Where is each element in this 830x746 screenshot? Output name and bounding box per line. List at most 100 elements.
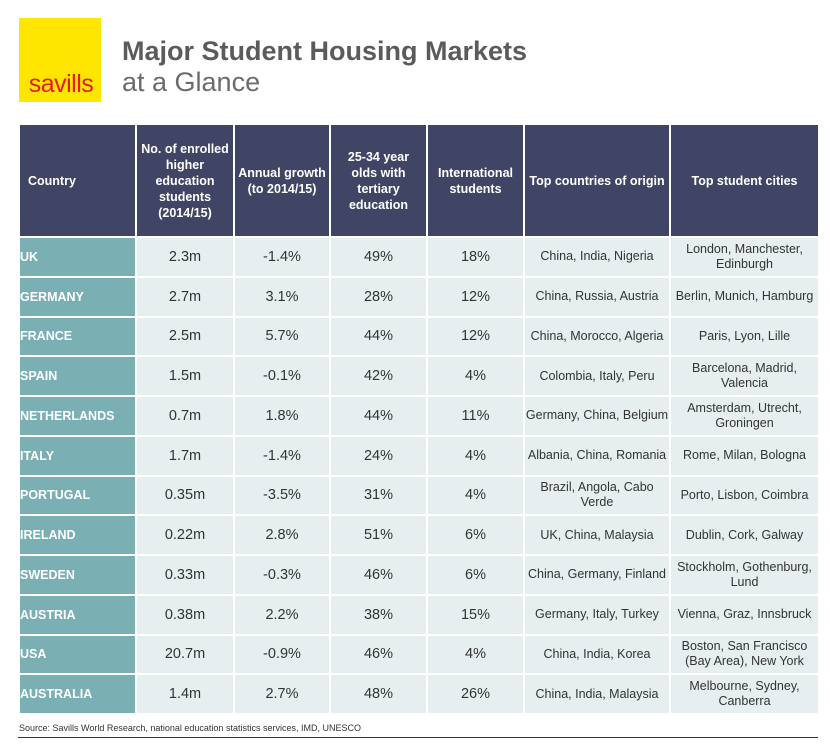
international-cell: 6% bbox=[426, 554, 525, 596]
enrolled-cell: 1.7m bbox=[135, 434, 235, 477]
table-header-row: Country No. of enrolled higher education… bbox=[18, 123, 820, 238]
table-row: SPAIN 1.5m -0.1% 42% 4% Colombia, Italy,… bbox=[18, 355, 820, 397]
table-row: GERMANY 2.7m 3.1% 28% 12% China, Russia,… bbox=[18, 275, 820, 318]
cities-cell: Vienna, Graz, Innsbruck bbox=[669, 593, 820, 636]
tertiary-cell: 38% bbox=[329, 593, 428, 636]
growth-cell: -3.5% bbox=[233, 474, 331, 517]
source-note: Source: Savills World Research, national… bbox=[19, 723, 361, 733]
country-cell: ITALY bbox=[18, 434, 137, 477]
table-row: UK 2.3m -1.4% 49% 18% China, India, Nige… bbox=[18, 236, 820, 278]
country-cell: SWEDEN bbox=[18, 554, 137, 596]
international-cell: 6% bbox=[426, 514, 525, 556]
tertiary-cell: 49% bbox=[329, 236, 428, 278]
cities-cell: Dublin, Cork, Galway bbox=[669, 514, 820, 556]
growth-cell: 1.8% bbox=[233, 395, 331, 437]
tertiary-cell: 44% bbox=[329, 315, 428, 358]
table-row: AUSTRIA 0.38m 2.2% 38% 15% Germany, Ital… bbox=[18, 593, 820, 636]
country-cell: IRELAND bbox=[18, 514, 137, 556]
origin-cell: China, India, Nigeria bbox=[523, 236, 671, 278]
growth-cell: 3.1% bbox=[233, 275, 331, 318]
table-row: ITALY 1.7m -1.4% 24% 4% Albania, China, … bbox=[18, 434, 820, 477]
cities-cell: Amsterdam, Utrecht, Groningen bbox=[669, 395, 820, 437]
footer-divider bbox=[18, 737, 818, 738]
enrolled-cell: 0.7m bbox=[135, 395, 235, 437]
country-cell: FRANCE bbox=[18, 315, 137, 358]
international-cell: 12% bbox=[426, 275, 525, 318]
tertiary-cell: 42% bbox=[329, 355, 428, 397]
growth-cell: -1.4% bbox=[233, 434, 331, 477]
enrolled-cell: 0.35m bbox=[135, 474, 235, 517]
header-top-countries-origin: Top countries of origin bbox=[523, 123, 671, 238]
cities-cell: Melbourne, Sydney, Canberra bbox=[669, 673, 820, 715]
cities-cell: Boston, San Francisco (Bay Area), New Yo… bbox=[669, 633, 820, 676]
origin-cell: Germany, China, Belgium bbox=[523, 395, 671, 437]
international-cell: 4% bbox=[426, 434, 525, 477]
growth-cell: 2.7% bbox=[233, 673, 331, 715]
page-subtitle: at a Glance bbox=[122, 67, 261, 97]
international-cell: 26% bbox=[426, 673, 525, 715]
international-cell: 4% bbox=[426, 355, 525, 397]
international-cell: 11% bbox=[426, 395, 525, 437]
tertiary-cell: 48% bbox=[329, 673, 428, 715]
tertiary-cell: 46% bbox=[329, 633, 428, 676]
cities-cell: Rome, Milan, Bologna bbox=[669, 434, 820, 477]
international-cell: 15% bbox=[426, 593, 525, 636]
growth-cell: -0.3% bbox=[233, 554, 331, 596]
growth-cell: 5.7% bbox=[233, 315, 331, 358]
tertiary-cell: 24% bbox=[329, 434, 428, 477]
enrolled-cell: 0.38m bbox=[135, 593, 235, 636]
table-row: NETHERLANDS 0.7m 1.8% 44% 11% Germany, C… bbox=[18, 395, 820, 437]
origin-cell: Brazil, Angola, Cabo Verde bbox=[523, 474, 671, 517]
header-annual-growth: Annual growth (to 2014/15) bbox=[233, 123, 331, 238]
origin-cell: China, Morocco, Algeria bbox=[523, 315, 671, 358]
country-cell: AUSTRALIA bbox=[18, 673, 137, 715]
country-cell: GERMANY bbox=[18, 275, 137, 318]
cities-cell: Paris, Lyon, Lille bbox=[669, 315, 820, 358]
origin-cell: China, Germany, Finland bbox=[523, 554, 671, 596]
enrolled-cell: 2.7m bbox=[135, 275, 235, 318]
table-row: USA 20.7m -0.9% 46% 4% China, India, Kor… bbox=[18, 633, 820, 676]
page-title: Major Student Housing Markets bbox=[122, 36, 528, 66]
enrolled-cell: 2.5m bbox=[135, 315, 235, 358]
savills-logo: savills bbox=[19, 18, 101, 102]
growth-cell: -0.9% bbox=[233, 633, 331, 676]
international-cell: 4% bbox=[426, 633, 525, 676]
cities-cell: London, Manchester, Edinburgh bbox=[669, 236, 820, 278]
tertiary-cell: 31% bbox=[329, 474, 428, 517]
cities-cell: Porto, Lisbon, Coimbra bbox=[669, 474, 820, 517]
tertiary-cell: 51% bbox=[329, 514, 428, 556]
tertiary-cell: 44% bbox=[329, 395, 428, 437]
table-row: SWEDEN 0.33m -0.3% 46% 6% China, Germany… bbox=[18, 554, 820, 596]
header-top-student-cities: Top student cities bbox=[669, 123, 820, 238]
header-tertiary-education: 25-34 year olds with tertiary education bbox=[329, 123, 428, 238]
tertiary-cell: 46% bbox=[329, 554, 428, 596]
cities-cell: Berlin, Munich, Hamburg bbox=[669, 275, 820, 318]
country-cell: NETHERLANDS bbox=[18, 395, 137, 437]
header-international-students: International students bbox=[426, 123, 525, 238]
growth-cell: 2.8% bbox=[233, 514, 331, 556]
header-enrolled-students: No. of enrolled higher education student… bbox=[135, 123, 235, 238]
origin-cell: UK, China, Malaysia bbox=[523, 514, 671, 556]
logo-text: savills bbox=[28, 70, 94, 98]
growth-cell: 2.2% bbox=[233, 593, 331, 636]
header-country: Country bbox=[18, 123, 137, 238]
international-cell: 12% bbox=[426, 315, 525, 358]
enrolled-cell: 0.22m bbox=[135, 514, 235, 556]
student-housing-table: Country No. of enrolled higher education… bbox=[18, 123, 820, 715]
international-cell: 4% bbox=[426, 474, 525, 517]
country-cell: SPAIN bbox=[18, 355, 137, 397]
country-cell: UK bbox=[18, 236, 137, 278]
cities-cell: Stockholm, Gothenburg, Lund bbox=[669, 554, 820, 596]
enrolled-cell: 2.3m bbox=[135, 236, 235, 278]
origin-cell: China, India, Korea bbox=[523, 633, 671, 676]
table-row: FRANCE 2.5m 5.7% 44% 12% China, Morocco,… bbox=[18, 315, 820, 358]
tertiary-cell: 28% bbox=[329, 275, 428, 318]
cities-cell: Barcelona, Madrid, Valencia bbox=[669, 355, 820, 397]
enrolled-cell: 1.4m bbox=[135, 673, 235, 715]
table-row: IRELAND 0.22m 2.8% 51% 6% UK, China, Mal… bbox=[18, 514, 820, 556]
origin-cell: China, Russia, Austria bbox=[523, 275, 671, 318]
origin-cell: Germany, Italy, Turkey bbox=[523, 593, 671, 636]
enrolled-cell: 1.5m bbox=[135, 355, 235, 397]
international-cell: 18% bbox=[426, 236, 525, 278]
table-row: PORTUGAL 0.35m -3.5% 31% 4% Brazil, Ango… bbox=[18, 474, 820, 517]
